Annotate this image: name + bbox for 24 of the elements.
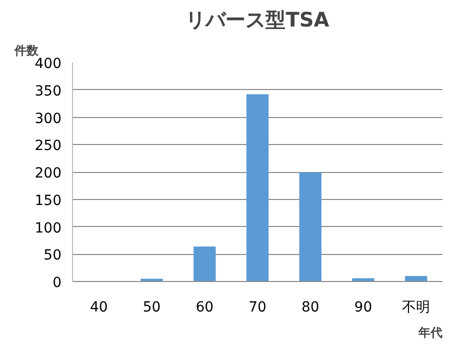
bar xyxy=(299,172,322,282)
x-tick-label: 50 xyxy=(142,300,161,316)
x-tick-label: 不明 xyxy=(402,300,430,316)
y-tick-label: 350 xyxy=(34,83,62,100)
bar xyxy=(404,276,428,282)
y-tick-label: 50 xyxy=(44,248,62,264)
y-tick-label: 100 xyxy=(34,220,62,236)
bar xyxy=(352,278,374,282)
x-tick-label: 80 xyxy=(301,300,320,316)
y-tick-label: 400 xyxy=(34,56,62,72)
x-tick-label: 40 xyxy=(90,300,108,316)
y-tick-label: 250 xyxy=(34,138,62,154)
y-tick-label: 300 xyxy=(34,110,62,127)
y-tick-label: 0 xyxy=(52,275,62,291)
bar xyxy=(194,246,216,282)
bar xyxy=(246,94,269,282)
x-tick-label: 60 xyxy=(196,300,214,316)
x-tick-label: 70 xyxy=(248,300,266,316)
x-axis-title: 年代 xyxy=(418,326,442,340)
y-tick-label: 150 xyxy=(34,192,62,209)
y-axis-title: 件数 xyxy=(14,44,40,58)
x-tick-label: 90 xyxy=(354,300,372,316)
y-tick-label: 200 xyxy=(34,166,62,182)
chart-title: リバース型TSA xyxy=(186,8,330,32)
